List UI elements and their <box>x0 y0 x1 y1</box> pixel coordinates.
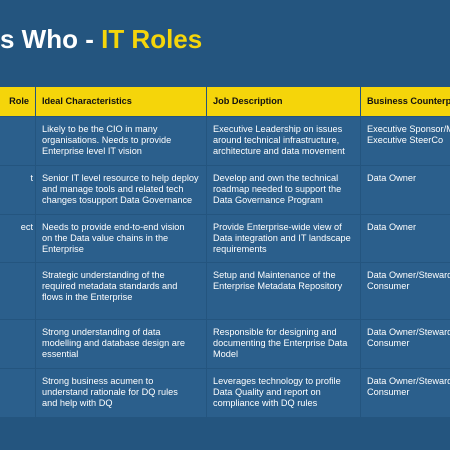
roles-table: Role Ideal Characteristics Job Descripti… <box>0 87 450 417</box>
cell-line: Senior IT level resource to help deploy <box>42 173 199 183</box>
cell-line: Executive SteerCo <box>367 135 444 145</box>
cell-ideal-characteristics: Likely to be the CIO in many organisation… <box>36 117 206 165</box>
cell-line: Data Owner <box>367 173 417 183</box>
cell-line: on the Data value chains in the <box>42 233 169 243</box>
cell-job-description: Setup and Maintenance of the Enterprise M… <box>207 263 360 319</box>
table-row: Likely to be the CIO in many organisation… <box>0 117 450 165</box>
cell-line: Data Owner/Steward <box>367 270 450 280</box>
cell-ideal-characteristics: Strong business acumen to understand rati… <box>36 369 206 417</box>
cell-line: and help with DQ <box>42 398 113 408</box>
cell-line: Strategic understanding of the <box>42 270 165 280</box>
cell-job-description: Responsible for designing and documenting… <box>207 320 360 368</box>
header-role: Role <box>0 87 35 116</box>
cell-role <box>0 117 35 165</box>
page-title: s Who - IT Roles <box>0 22 202 56</box>
cell-ideal-characteristics: Strong understanding of data modelling an… <box>36 320 206 368</box>
cell-role: t <box>0 166 35 214</box>
cell-line: Strong understanding of data <box>42 327 161 337</box>
cell-line: Model <box>213 349 239 359</box>
table-row: t Senior IT level resource to help deploy… <box>0 166 450 214</box>
cell-line: Consumer <box>367 281 410 291</box>
cell-line: requirements <box>213 244 267 254</box>
cell-line: Data Governance Program <box>213 195 323 205</box>
cell-line: roadmap needed to support the <box>213 184 342 194</box>
cell-ideal-characteristics: Needs to provide end-to-end vision on the… <box>36 215 206 262</box>
cell-line: Provide Enterprise-wide view of <box>213 222 342 232</box>
cell-line: documenting the Enterprise Data <box>213 338 348 348</box>
table-row: Strategic understanding of the required m… <box>0 263 450 319</box>
cell-line: modelling and database design are <box>42 338 186 348</box>
cell-line: Needs to provide end-to-end vision <box>42 222 185 232</box>
cell-line: Consumer <box>367 387 410 397</box>
cell-job-description: Executive Leadership on issues around tec… <box>207 117 360 165</box>
cell-line: Consumer <box>367 338 410 348</box>
cell-role <box>0 263 35 319</box>
cell-line: Data Owner/Steward <box>367 327 450 337</box>
cell-line: required metadata standards and <box>42 281 178 291</box>
cell-line: essential <box>42 349 79 359</box>
cell-line: and manage tools and related tech <box>42 184 184 194</box>
cell-line: Data Quality and report on <box>213 387 321 397</box>
cell-business-counterpart: Data Owner/Steward Consumer <box>361 320 450 368</box>
cell-line: Data Owner/Steward <box>367 376 450 386</box>
cell-line: Executive Sponsor/M <box>367 124 450 134</box>
cell-job-description: Leverages technology to profile Data Qual… <box>207 369 360 417</box>
cell-business-counterpart: Data Owner/Steward Consumer <box>361 263 450 319</box>
cell-line: architecture and data movement <box>213 146 345 156</box>
cell-role: ect <box>0 215 35 262</box>
cell-role <box>0 320 35 368</box>
cell-role <box>0 369 35 417</box>
cell-job-description: Provide Enterprise-wide view of Data inte… <box>207 215 360 262</box>
header-business-counterpart: Business Counterpar <box>361 87 450 116</box>
cell-line: Enterprise level IT vision <box>42 146 142 156</box>
cell-business-counterpart: Data Owner <box>361 215 450 262</box>
cell-job-description: Develop and own the technical roadmap nee… <box>207 166 360 214</box>
cell-line: flows in the Enterprise <box>42 292 133 302</box>
table-row: Strong understanding of data modelling an… <box>0 320 450 368</box>
cell-ideal-characteristics: Senior IT level resource to help deploy a… <box>36 166 206 214</box>
header-ideal-characteristics: Ideal Characteristics <box>36 87 206 116</box>
cell-line: around technical infrastructure, <box>213 135 340 145</box>
table-row: Strong business acumen to understand rati… <box>0 369 450 417</box>
cell-line: Strong business acumen to <box>42 376 154 386</box>
cell-line: Executive Leadership on issues <box>213 124 343 134</box>
header-job-description: Job Description <box>207 87 360 116</box>
cell-line: organisations. Needs to provide <box>42 135 172 145</box>
table-header-row: Role Ideal Characteristics Job Descripti… <box>0 87 450 116</box>
table-row: ect Needs to provide end-to-end vision on … <box>0 215 450 262</box>
cell-line: Develop and own the technical <box>213 173 339 183</box>
cell-business-counterpart: Executive Sponsor/M Executive SteerCo <box>361 117 450 165</box>
cell-line: compliance with DQ rules <box>213 398 318 408</box>
cell-line: Enterprise <box>42 244 84 254</box>
cell-line: Responsible for designing and <box>213 327 337 337</box>
cell-line: Setup and Maintenance of the <box>213 270 336 280</box>
cell-line: Leverages technology to profile <box>213 376 341 386</box>
title-prefix: s Who - <box>0 24 102 54</box>
cell-line: Data Owner <box>367 222 417 232</box>
cell-line: understand rationale for DQ rules <box>42 387 178 397</box>
cell-line: Likely to be the CIO in many <box>42 124 158 134</box>
cell-ideal-characteristics: Strategic understanding of the required m… <box>36 263 206 319</box>
title-accent: IT Roles <box>101 24 203 54</box>
cell-business-counterpart: Data Owner <box>361 166 450 214</box>
cell-line: changes tosupport Data Governance <box>42 195 193 205</box>
cell-business-counterpart: Data Owner/Steward Consumer <box>361 369 450 417</box>
cell-line: Enterprise Metadata Repository <box>213 281 343 291</box>
cell-line: Data integration and IT landscape <box>213 233 351 243</box>
